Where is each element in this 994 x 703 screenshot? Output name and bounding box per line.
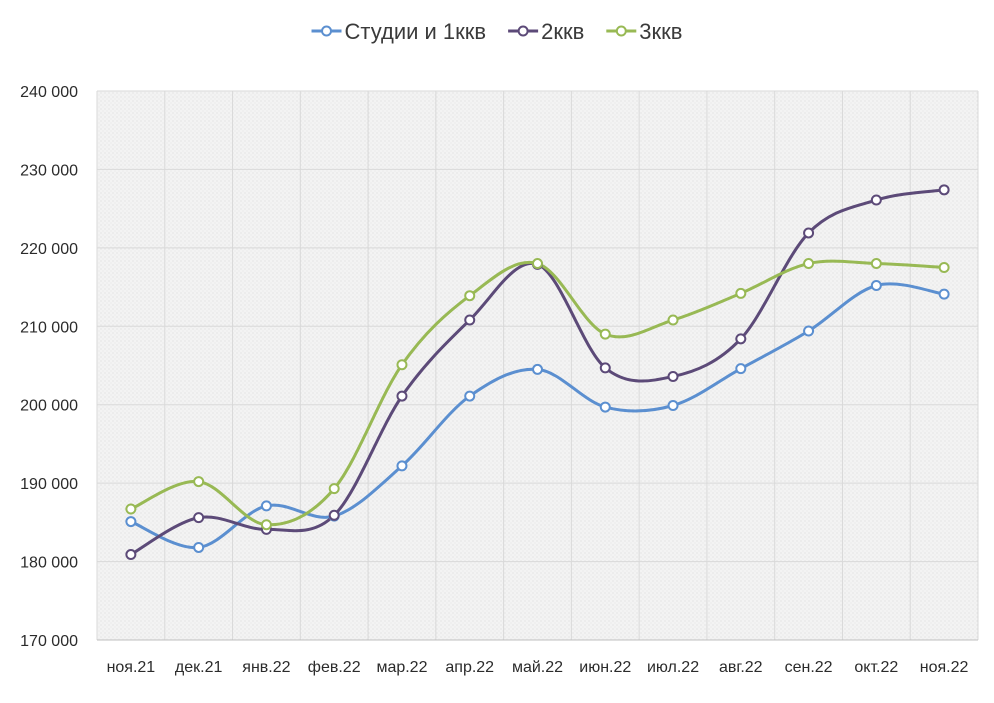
x-tick-label: дек.21 — [175, 659, 223, 676]
data-point-series-2 — [193, 512, 205, 524]
data-point-series-3 — [735, 287, 747, 299]
legend-marker — [321, 25, 333, 37]
data-point-series-2 — [870, 194, 882, 206]
data-point-series-2 — [599, 362, 611, 374]
x-tick-label: фев.22 — [308, 659, 361, 676]
data-point-series-2 — [803, 227, 815, 239]
data-point-series-1 — [125, 516, 137, 528]
data-point-series-3 — [464, 290, 476, 302]
legend-label: 3ккв — [639, 19, 682, 44]
data-point-series-3 — [532, 258, 543, 270]
legend-entry-1: Студии и 1ккв — [311, 19, 487, 44]
data-point-series-3 — [396, 359, 408, 371]
legend-label: Студии и 1ккв — [345, 19, 487, 44]
data-point-series-2 — [125, 549, 137, 561]
x-tick-label: янв.22 — [242, 659, 290, 676]
data-point-series-2 — [667, 370, 679, 382]
data-point-series-1 — [193, 541, 205, 553]
data-point-series-3 — [599, 328, 611, 340]
data-point-series-2 — [735, 333, 747, 345]
data-point-series-1 — [464, 390, 476, 402]
x-tick-label: авг.22 — [719, 659, 763, 676]
data-point-series-2 — [938, 184, 950, 196]
data-point-series-1 — [667, 399, 679, 411]
y-tick-label: 220 000 — [20, 241, 78, 258]
x-tick-label: апр.22 — [445, 659, 494, 676]
legend-marker — [615, 25, 627, 37]
x-tick-label: сен.22 — [785, 659, 833, 676]
data-point-series-2 — [396, 390, 408, 402]
data-point-series-1 — [532, 363, 543, 375]
data-point-series-3 — [193, 476, 205, 488]
legend-label: 2ккв — [541, 19, 584, 44]
data-point-series-1 — [735, 363, 747, 375]
y-tick-label: 180 000 — [20, 555, 78, 572]
y-tick-label: 170 000 — [20, 633, 78, 650]
legend-entry-2: 2ккв — [508, 19, 584, 44]
x-tick-label: окт.22 — [854, 659, 898, 676]
x-tick-label: ноя.21 — [107, 659, 156, 676]
data-point-series-2 — [328, 509, 340, 521]
y-tick-label: 240 000 — [20, 84, 78, 101]
data-point-series-3 — [938, 261, 950, 273]
legend-entry-3: 3ккв — [606, 19, 682, 44]
y-tick-label: 210 000 — [20, 319, 78, 336]
data-point-series-3 — [260, 519, 272, 531]
data-point-series-3 — [125, 503, 137, 515]
data-point-series-3 — [803, 258, 815, 270]
data-point-series-1 — [870, 280, 882, 292]
data-point-series-1 — [803, 325, 815, 337]
data-point-series-3 — [667, 314, 679, 326]
x-tick-label: июл.22 — [647, 659, 699, 676]
y-tick-label: 230 000 — [20, 162, 78, 179]
data-point-series-2 — [464, 314, 476, 326]
data-point-series-3 — [870, 258, 882, 270]
legend-marker — [517, 25, 529, 37]
x-tick-label: ноя.22 — [920, 659, 969, 676]
y-tick-label: 190 000 — [20, 476, 78, 493]
data-point-series-3 — [328, 483, 340, 495]
data-point-series-1 — [938, 288, 950, 300]
x-tick-label: май.22 — [512, 659, 563, 676]
y-tick-label: 200 000 — [20, 398, 78, 415]
data-point-series-1 — [396, 460, 408, 472]
x-tick-label: июн.22 — [579, 659, 631, 676]
data-point-series-1 — [260, 500, 272, 512]
data-point-series-1 — [599, 401, 611, 413]
x-tick-label: мар.22 — [376, 659, 427, 676]
